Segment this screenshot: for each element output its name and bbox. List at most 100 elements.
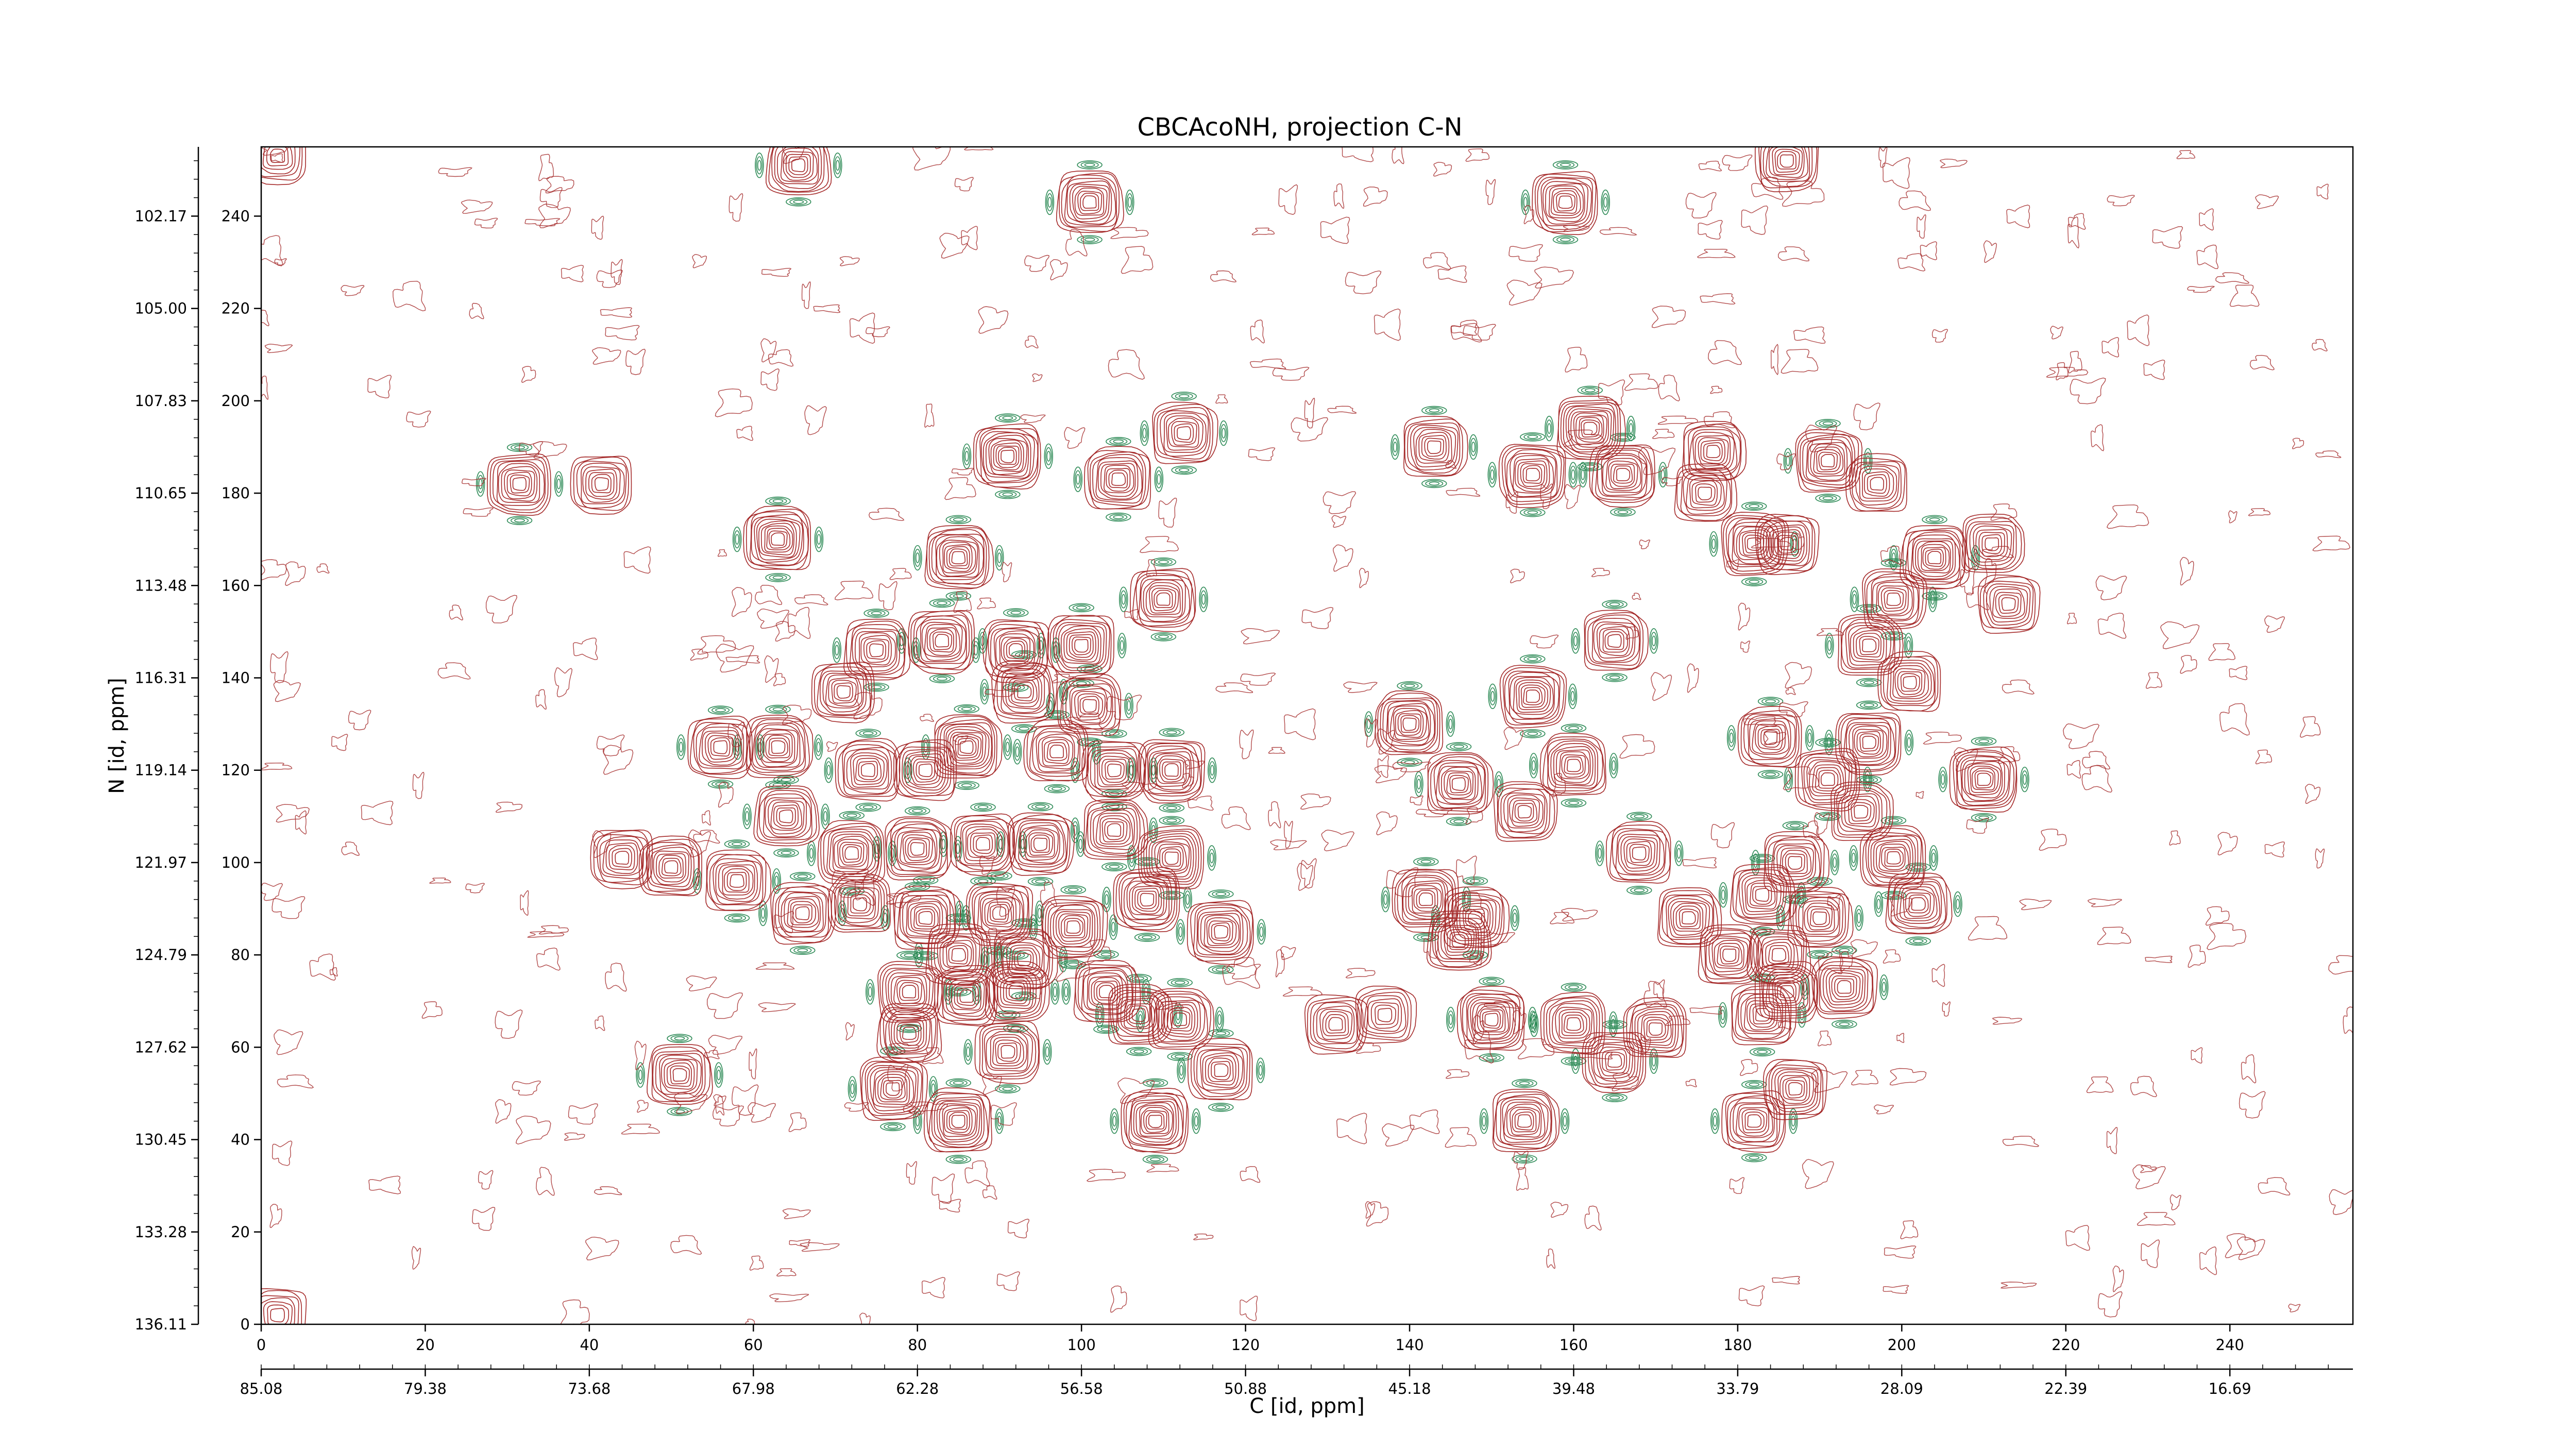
contour-level bbox=[1141, 829, 1202, 888]
negative-lobe bbox=[769, 498, 787, 504]
contour-level bbox=[1877, 585, 1909, 615]
noise-contour bbox=[1793, 326, 1826, 344]
contour-level bbox=[1979, 576, 2036, 631]
noise-contour bbox=[600, 307, 632, 318]
noise-contour bbox=[1814, 812, 1830, 835]
contour-level bbox=[948, 980, 985, 1015]
contour-level bbox=[1626, 1000, 1684, 1057]
noise-contour bbox=[716, 644, 754, 673]
negative-lobe bbox=[1100, 1027, 1112, 1032]
negative-lobe bbox=[815, 738, 822, 756]
peak-lobes-2 bbox=[1521, 160, 1610, 244]
negative-lobe bbox=[814, 734, 823, 760]
contour-level bbox=[1861, 468, 1894, 499]
noise-contour bbox=[800, 1242, 840, 1252]
contour-level bbox=[1079, 696, 1099, 715]
contour-level bbox=[1001, 668, 1050, 714]
contour-level bbox=[1780, 1075, 1810, 1104]
noise-contour bbox=[1643, 981, 1667, 1008]
contour-level bbox=[997, 973, 1034, 1009]
negative-lobe bbox=[1602, 193, 1609, 212]
contour-level bbox=[996, 665, 1051, 718]
contour-level bbox=[1069, 685, 1112, 726]
negative-lobe bbox=[1571, 1048, 1580, 1074]
negative-lobe bbox=[867, 610, 886, 617]
contour-level bbox=[790, 901, 817, 925]
contour-level bbox=[1074, 639, 1089, 653]
noise-contour bbox=[1651, 306, 1686, 328]
noise-contour bbox=[2225, 1233, 2256, 1258]
noise-contour bbox=[1445, 460, 1457, 469]
negative-lobe bbox=[949, 1080, 968, 1086]
contour-level bbox=[1894, 668, 1926, 698]
noise-contour bbox=[592, 347, 621, 365]
contour-level bbox=[1402, 717, 1417, 731]
negative-lobe bbox=[998, 491, 1017, 498]
contour-level bbox=[1771, 1067, 1819, 1113]
contour-level bbox=[1822, 967, 1866, 1008]
contour-level bbox=[1087, 746, 1141, 797]
contour-level bbox=[1020, 824, 1060, 864]
negative-lobe bbox=[1052, 983, 1059, 1001]
peak-24 bbox=[1862, 568, 1927, 630]
contour-level bbox=[1518, 682, 1549, 710]
contour-level bbox=[1566, 1017, 1581, 1031]
contour-level bbox=[902, 895, 948, 939]
contour-level bbox=[1785, 853, 1805, 873]
negative-lobe bbox=[1854, 905, 1863, 931]
negative-lobe bbox=[1053, 986, 1057, 998]
contour-level bbox=[1550, 188, 1581, 216]
contour-level bbox=[1095, 457, 1143, 501]
noise-contour bbox=[2180, 655, 2197, 674]
negative-lobe bbox=[1822, 496, 1834, 500]
contour-level bbox=[1387, 703, 1431, 746]
contour-level bbox=[948, 548, 968, 567]
contour-level bbox=[1727, 1095, 1781, 1147]
contour-level bbox=[1557, 399, 1621, 460]
contour-level bbox=[1136, 572, 1193, 627]
contour-level bbox=[1666, 895, 1714, 940]
negative-lobe bbox=[1609, 1096, 1620, 1100]
negative-lobe bbox=[809, 848, 814, 859]
negative-lobe bbox=[1568, 801, 1579, 805]
contour-level bbox=[984, 899, 1014, 928]
noise-contour bbox=[538, 204, 571, 228]
contour-level bbox=[1768, 836, 1822, 889]
contour-level bbox=[902, 985, 917, 999]
noise-contour bbox=[564, 1132, 585, 1141]
negative-lobe bbox=[1105, 894, 1109, 905]
noise-contour bbox=[276, 804, 310, 823]
contour-level bbox=[722, 866, 754, 896]
contour-level bbox=[1159, 759, 1184, 783]
peak-53 bbox=[705, 849, 772, 912]
contour-level bbox=[916, 908, 936, 928]
noise-contour bbox=[474, 217, 498, 229]
contour-level bbox=[1578, 417, 1603, 440]
contour-level bbox=[1885, 872, 1953, 935]
noise-contour bbox=[1450, 323, 1477, 336]
contour-level bbox=[1897, 671, 1922, 695]
noise-contour bbox=[1423, 935, 1439, 959]
negative-lobe bbox=[1807, 732, 1812, 744]
contour-level bbox=[1407, 422, 1461, 474]
noise-contour bbox=[2112, 1265, 2124, 1292]
contour-level bbox=[1072, 186, 1108, 220]
contour-level bbox=[870, 1067, 917, 1111]
negative-lobe bbox=[1462, 876, 1488, 886]
noise-contour bbox=[1890, 895, 1912, 917]
contour-level bbox=[1643, 1017, 1669, 1041]
noise-contour bbox=[274, 1029, 303, 1055]
contour-level bbox=[827, 873, 891, 933]
noise-contour bbox=[693, 830, 720, 844]
contour-level bbox=[1208, 920, 1233, 945]
contour-level bbox=[899, 746, 952, 797]
contour-level bbox=[1090, 451, 1146, 507]
contour-level bbox=[1058, 913, 1089, 942]
noise-contour bbox=[461, 199, 493, 214]
contour-level bbox=[1477, 1005, 1506, 1033]
contour-level bbox=[1585, 612, 1644, 669]
contour-level bbox=[1768, 945, 1789, 965]
noise-contour bbox=[1270, 839, 1307, 851]
contour-level bbox=[1205, 1055, 1236, 1086]
negative-lobe bbox=[1031, 878, 1050, 885]
